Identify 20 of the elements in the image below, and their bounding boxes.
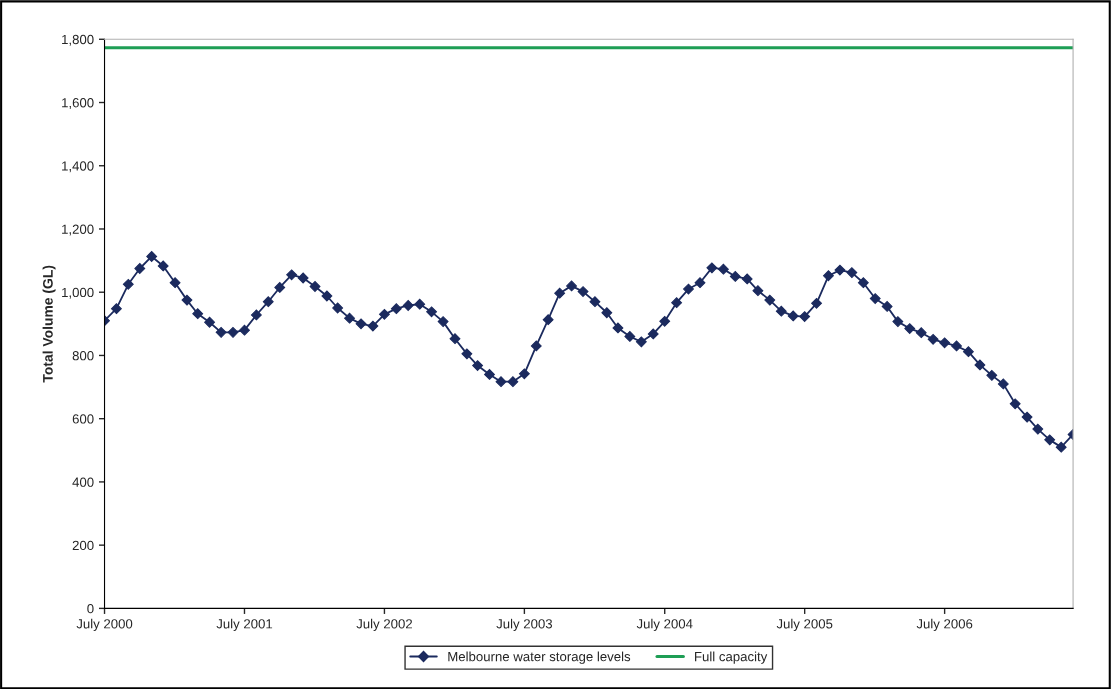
- y-tick-label: 1,400: [62, 161, 94, 173]
- y-tick-label: 1,800: [62, 34, 94, 46]
- x-tick-label: July 2001: [216, 618, 273, 632]
- x-tick-label: July 2004: [636, 618, 693, 632]
- x-tick-label: July 2006: [916, 618, 973, 632]
- y-tick-label: 800: [72, 351, 94, 361]
- x-tick-label: July 2003: [496, 618, 553, 632]
- legend-label: Melbourne water storage levels: [448, 651, 631, 664]
- y-axis-title: Total Volume (GL): [42, 265, 56, 383]
- x-tick-label: July 2002: [356, 618, 413, 632]
- y-tick-label: 1,000: [62, 287, 94, 299]
- legend-label: Full capacity: [695, 651, 768, 664]
- y-tick-label: 1,200: [62, 224, 94, 236]
- x-tick-label: July 2000: [76, 618, 133, 632]
- x-tick-label: July 2005: [776, 618, 833, 632]
- y-tick-label: 400: [72, 477, 94, 487]
- y-tick-label: 1,600: [62, 98, 94, 109]
- y-tick-label: 600: [72, 414, 94, 424]
- y-tick-label: 0: [87, 603, 94, 614]
- y-tick-label: 200: [72, 540, 94, 551]
